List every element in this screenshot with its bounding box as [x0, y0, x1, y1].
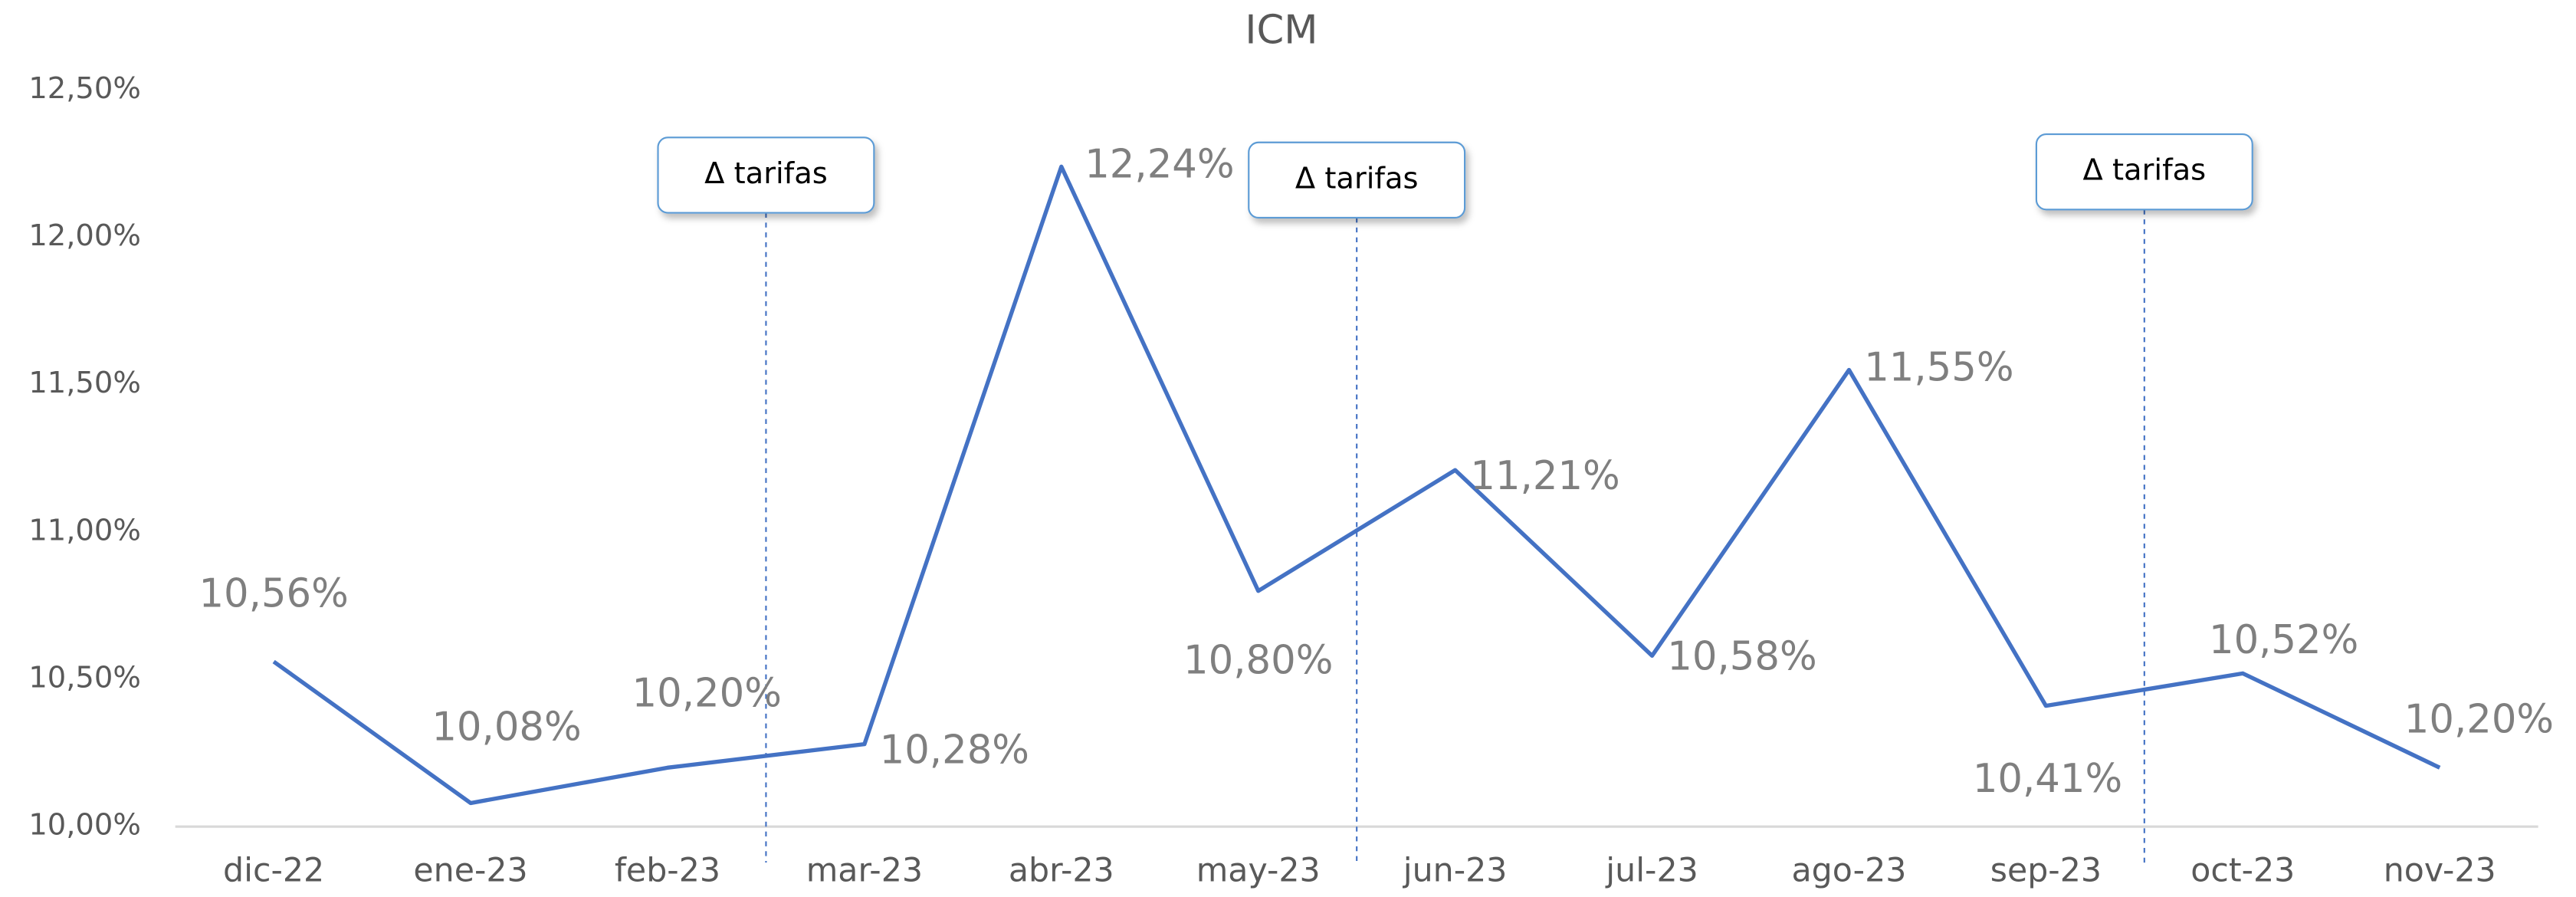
y-tick-label: 10,00% [28, 808, 141, 843]
data-label: 10,41% [1973, 756, 2122, 802]
x-tick-label: feb-23 [615, 851, 720, 889]
x-tick-label: ago-23 [1792, 851, 1907, 889]
y-tick-label: 11,00% [28, 513, 141, 547]
x-tick-label: may-23 [1196, 851, 1321, 889]
y-tick-label: 11,50% [28, 366, 141, 400]
annotation-box [1248, 141, 1466, 219]
annotation-box [2035, 133, 2253, 211]
data-label: 10,28% [880, 727, 1029, 773]
data-label: 10,52% [2209, 617, 2358, 663]
data-label: 12,24% [1085, 141, 1234, 187]
y-tick-label: 12,00% [28, 219, 141, 253]
x-tick-label: jun-23 [1403, 851, 1508, 889]
data-label: 11,21% [1470, 453, 1619, 499]
x-tick-label: oct-23 [2190, 851, 2295, 889]
line [272, 164, 2441, 806]
y-tick-label: 10,50% [28, 661, 141, 695]
data-label: 10,58% [1667, 634, 1816, 680]
x-tick-label: jul-23 [1605, 851, 1698, 889]
annotation-text: Δ tarifas [2083, 153, 2207, 188]
data-label: 10,56% [199, 571, 348, 617]
x-tick-label: sep-23 [1990, 851, 2102, 889]
data-label: 10,20% [2404, 697, 2554, 743]
x-tick-label: dic-22 [223, 851, 324, 889]
data-label: 10,20% [632, 670, 782, 716]
x-tick-label: abr-23 [1009, 851, 1114, 889]
x-tick-label: ene-23 [413, 851, 527, 889]
y-tick-label: 12,50% [28, 71, 141, 106]
data-label: 10,08% [432, 704, 581, 750]
data-label: 11,55% [1864, 345, 2013, 391]
data-label: 10,80% [1183, 638, 1333, 684]
annotation-text: Δ tarifas [704, 156, 828, 191]
chart-title: ICM [1245, 8, 1318, 54]
x-tick-label: nov-23 [2384, 851, 2496, 889]
annotation-text: Δ tarifas [1295, 161, 1419, 196]
x-tick-label: mar-23 [806, 851, 923, 889]
annotation-box [657, 136, 875, 214]
